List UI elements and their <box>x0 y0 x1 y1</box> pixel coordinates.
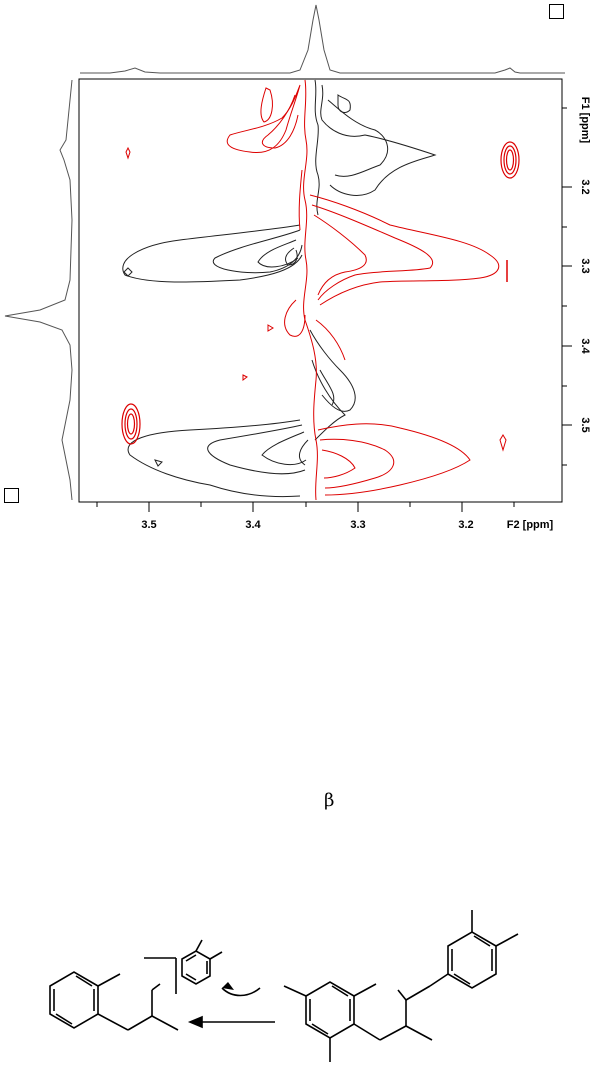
chemical-scheme <box>49 910 519 1062</box>
y-tick-label: 3.5 <box>579 417 591 432</box>
negative-contours <box>122 79 437 498</box>
y-tick-label: 3.2 <box>579 179 591 194</box>
fragment-ring <box>181 950 211 985</box>
x-tick-label: 3.4 <box>245 519 261 531</box>
f1-projection <box>4 79 73 501</box>
x-tick-label: 3.3 <box>350 519 365 531</box>
y-tick-label: 3.3 <box>579 258 591 273</box>
y-axis-title: F1 [ppm] <box>579 97 591 144</box>
y-axis <box>561 79 572 502</box>
red-peak-topright <box>500 141 520 179</box>
reactant-mesityl-ring <box>305 981 355 1039</box>
y-tick-label: 3.4 <box>579 338 591 354</box>
positive-contours <box>125 79 507 501</box>
product-benzene-ring <box>49 971 99 1029</box>
red-peak-bottomleft <box>121 403 141 445</box>
bottom-left-checkbox[interactable] <box>4 488 19 503</box>
x-tick-label: 3.2 <box>458 519 473 531</box>
x-tick-label: 3.5 <box>141 519 156 531</box>
beta-symbol: β <box>324 790 335 811</box>
x-axis <box>79 501 562 512</box>
nmr-2d-spectrum: 3.5 3.4 3.3 3.2 F2 [ppm] 3.2 3.3 3.4 3.5… <box>4 4 591 531</box>
x-axis-title: F2 [ppm] <box>507 519 554 531</box>
top-right-checkbox[interactable] <box>549 4 564 19</box>
f2-projection <box>80 4 565 74</box>
reactant-xylyl-ring <box>447 931 497 989</box>
